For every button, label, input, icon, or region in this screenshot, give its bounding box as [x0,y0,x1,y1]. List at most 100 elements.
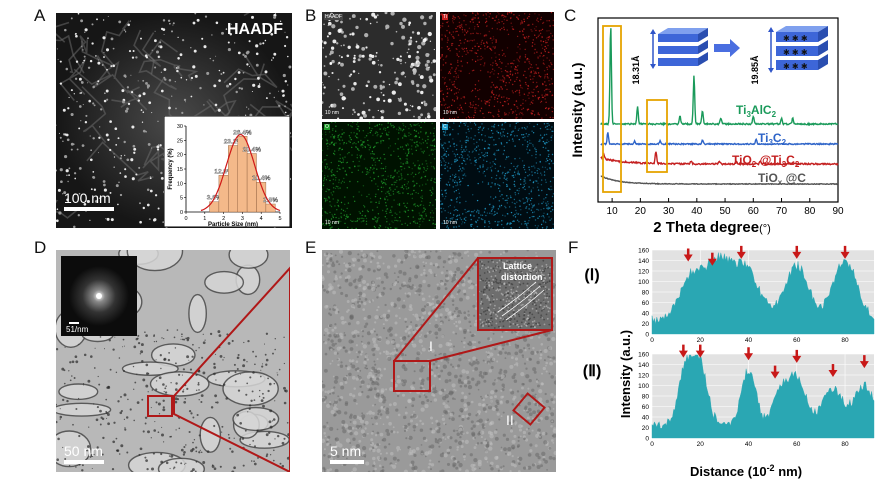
hist-xtick-label: 2 [222,216,225,222]
profile-peak-arrowhead [744,353,754,361]
scale-bar-e [330,460,364,464]
profile-area-ii [651,354,875,439]
scale-bar-d [64,460,104,464]
profile-xtick-label: 20 [697,337,705,344]
roi-label-ii: II [506,412,514,428]
xrd-series-tiox-c [600,175,838,186]
profile-xlabel: Distance (10-2 nm) [690,463,802,479]
panel-letter-a: A [34,6,46,25]
tile-label-c: C [442,124,448,130]
haadf-label: HAADF [227,21,283,38]
hist-ylabel: Frequency (%) [168,148,174,189]
profile-ytick-label: 160 [638,352,649,359]
label-tio2: TiO2 @Ti3C2 [732,153,800,169]
hist-bar-label: 2.8% [263,197,278,204]
profile-label-i: (Ⅰ) [584,267,599,284]
profile-ytick-label: 80 [642,394,650,401]
profile-ytick-label: 40 [642,415,650,422]
roi-label-i: I [429,338,433,354]
profile-peak-arrowhead [792,355,802,363]
xrd-series-tio2-ti3c2 [600,151,839,167]
label-tiox: TiOx @C [758,171,806,187]
hist-ytick-label: 25 [177,138,183,144]
layers-left [658,28,708,66]
eds-c-texture [440,122,554,229]
xrd-xtick-label: 20 [635,206,647,217]
interlayer-schematic: 18.31Å 19.85Å ✱ ✱ ✱ ✱ ✱ ✱ ✱ ✱ [631,26,828,85]
hist-xtick-label: 4 [260,216,263,222]
lattice-label-1: Lattice [503,261,533,271]
inset-transform-arrow [714,39,740,57]
xrd-highlight-low [602,25,622,193]
profile-peak-arrowhead [859,361,869,369]
profile-xtick-label: 40 [745,337,753,344]
inset-arrowhead-right-bottom [768,68,774,73]
zoom-line-bottom [429,329,553,362]
profile-peak-arrowhead [695,350,705,358]
tile-scale-o: 10 nm [325,220,339,226]
eds-tile-o: O 10 nm [322,122,436,229]
panel-letter-d: D [34,238,47,257]
profile-peak-arrowhead [770,371,780,379]
xrd-xtick-label: 40 [691,206,703,217]
profile-ytick-label: 100 [638,383,649,390]
hist-xtick-label: 1 [203,216,206,222]
profile-ytick-label: 20 [642,425,650,432]
hist-ytick-label: 5 [180,196,183,202]
eds-ti-texture [440,12,554,119]
svg-text:✱ ✱ ✱: ✱ ✱ ✱ [783,62,808,71]
xrd-highlight-mid [646,99,668,173]
xrd-xtick-label: 80 [804,206,816,217]
profile-ytick-label: 20 [642,321,650,328]
hrtem-texture [322,250,556,472]
profile-peak-arrowhead [828,370,838,378]
profile-ytick-label: 120 [638,373,649,380]
tile-label-ti: Ti [442,14,448,20]
eds-tile-ti: Ti 10 nm [440,12,554,119]
hrtem-micrograph-e: I II Lattice distortion 5 nm [322,250,556,472]
label-ti3c2: Ti3C2 [758,131,787,147]
profile-xtick-label: 0 [650,441,654,448]
hist-bar-label: 10.4% [252,175,271,182]
profile-xtick-label: 60 [793,337,801,344]
profile-peak-arrowhead [840,251,850,259]
lattice-label-2: distortion [501,272,543,282]
hist-xlabel: Particle Size (nm) [208,222,258,227]
roi-box-ii [512,392,546,426]
profile-peak-arrowhead [736,251,746,259]
profile-peak-arrowhead [792,251,802,259]
scale-label-e: 5 nm [330,443,362,459]
hist-ytick-label: 15 [177,167,183,173]
hist-ytick-label: 20 [177,153,183,159]
eds-tile-haadf: HAADF 10 nm [322,12,436,119]
panel-letter-b: B [305,6,317,25]
profile-ytick-label: 60 [642,404,650,411]
tem-micrograph-d: 51/nm 50 nm [56,250,290,472]
profile-xtick-label: 80 [841,441,849,448]
fft-inset: 51/nm [61,256,137,336]
hist-fit-curve [200,133,281,212]
fft-pattern [69,266,129,326]
profile-ylabel: Intensity (a.u.) [618,330,633,418]
xrd-xtick-label: 90 [832,206,844,217]
profile-xtick-label: 0 [650,337,654,344]
hist-bar-label: 12.8% [214,168,233,175]
tile-label-o: O [324,124,330,130]
inset-arrowhead-right-top [768,27,774,32]
tile-label-haadf: HAADF [324,14,343,20]
hist-bar-label: 23.2% [224,139,243,146]
profile-xtick-label: 40 [745,441,753,448]
profile-ytick-label: 60 [642,300,650,307]
eds-maps: HAADF 10 nm Ti 10 nm O 10 nm C 10 nm [322,12,554,229]
profile-ytick-label: 160 [638,248,649,255]
xrd-series-ti3alc2 [600,28,839,127]
panel-letter-e: E [305,238,317,257]
hist-xtick-label: 5 [278,216,281,222]
eds-tile-c: C 10 nm [440,122,554,229]
profile-xtick-label: 60 [793,441,801,448]
profile-ytick-label: 0 [645,332,649,339]
tile-scale-c: 10 nm [443,220,457,226]
xrd-xtick-label: 10 [607,206,619,217]
roi-box-i [393,360,431,392]
